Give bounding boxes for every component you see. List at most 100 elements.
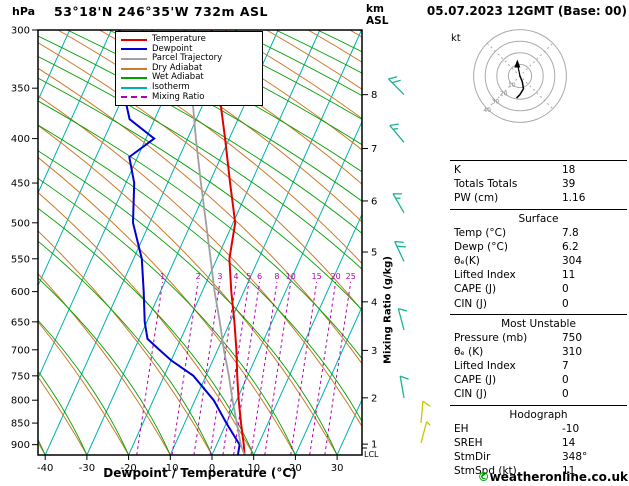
- stat-row: PW (cm) 1.16: [450, 191, 627, 205]
- legend-line-sample: [121, 57, 147, 60]
- pressure-axis-unit: hPa: [12, 5, 36, 18]
- legend-label: Dry Adiabat: [152, 62, 203, 73]
- wet-adiabat-line: [38, 177, 296, 455]
- stat-value: 0: [562, 297, 569, 310]
- pressure-tick-label: 650: [11, 317, 30, 328]
- mixing-ratio-line: [309, 281, 337, 455]
- wind-barb-staff: [389, 125, 405, 143]
- dry-adiabat-line: [38, 191, 255, 455]
- altitude-axis-unit-asl: ASL: [366, 15, 389, 27]
- lcl-label: LCL: [364, 450, 379, 459]
- wind-barb-staff: [397, 308, 405, 331]
- pressure-tick-label: 550: [11, 254, 30, 265]
- stat-row: SREH 14: [450, 436, 627, 450]
- isotherm-line: [294, 305, 362, 455]
- pressure-tick-label: 750: [11, 371, 30, 382]
- dry-adiabat-line: [38, 124, 338, 455]
- dry-adiabat-line: [224, 30, 362, 119]
- stat-value: 6.2: [562, 240, 579, 253]
- pressure-tick-label: 400: [11, 134, 30, 145]
- mixing-ratio-line: [193, 281, 221, 455]
- hodograph-ring-label: 30: [492, 99, 500, 106]
- dry-adiabat-line: [182, 30, 362, 151]
- temperature-tick-label: -10: [162, 463, 178, 474]
- pressure-tick-label: 700: [11, 345, 30, 356]
- stat-label: SREH: [454, 436, 483, 449]
- legend-item: Dry Adiabat: [121, 62, 257, 74]
- hodograph-trace: [515, 75, 525, 99]
- mixing-ratio-line: [136, 281, 164, 455]
- stat-row: Dewp (°C) 6.2: [450, 240, 627, 254]
- temperature-tick-label: -40: [37, 463, 53, 474]
- isotherm-line: [253, 213, 362, 455]
- wet-adiabat-line: [38, 370, 88, 455]
- mixing-ratio-line: [290, 281, 318, 455]
- dry-adiabat-line: [38, 230, 213, 455]
- indices-panel: K 18 Totals Totals 39 PW (cm) 1.16 Surface Temp…: [450, 160, 627, 481]
- stat-value: 0: [562, 283, 569, 296]
- mixing-ratio-value-label: 1: [160, 272, 165, 281]
- legend-item: Parcel Trajectory: [121, 54, 257, 64]
- dry-adiabat-line: [38, 156, 296, 455]
- stat-label: Lifted Index: [454, 269, 516, 282]
- copyright-text: weatheronline.co.uk: [489, 470, 628, 484]
- wet-adiabat-line: [38, 124, 362, 423]
- temperature-tick-label: -30: [79, 463, 95, 474]
- stat-label: EH: [454, 422, 469, 435]
- pressure-tick-label: 600: [11, 287, 30, 298]
- legend-item: Dewpoint: [121, 44, 257, 55]
- stat-label: CIN (J): [454, 297, 487, 310]
- legend-line-sample: [121, 86, 147, 89]
- stat-label: StmDir: [454, 451, 491, 463]
- mixing-ratio-value-label: 10: [286, 272, 296, 281]
- dry-adiabat-line: [38, 42, 362, 312]
- stat-value: 11: [562, 465, 576, 478]
- wet-adiabat-line: [233, 30, 362, 97]
- stat-value: 7.8: [562, 226, 579, 239]
- stat-label: θₑ (K): [454, 345, 484, 358]
- mixing-ratio-value-label: 15: [312, 272, 322, 281]
- copyright: ©weatheronline.co.uk: [478, 470, 628, 484]
- pressure-tick-label: 800: [11, 396, 30, 407]
- wind-barb-feather: [389, 123, 399, 127]
- stat-row: θₑ (K) 310: [450, 345, 627, 359]
- mixing-ratio-line: [171, 281, 199, 455]
- km-tick-label: 3: [371, 346, 377, 357]
- hodograph-ring: [507, 63, 533, 89]
- stat-row: StmSpd (kt) 11: [450, 464, 627, 478]
- parcel-trajectory-curve: [185, 29, 246, 456]
- stat-row: K 18: [450, 163, 627, 177]
- legend-line-sample: [121, 77, 147, 80]
- temperature-axis-label: Dewpoint / Temperature (°C): [103, 466, 297, 480]
- legend-label: Isotherm: [152, 81, 190, 92]
- dry-adiabat-line: [266, 30, 362, 90]
- pressure-tick-label: 450: [11, 179, 30, 190]
- hodograph-unit-label: kt: [451, 33, 461, 44]
- mixing-ratio-value-label: 6: [257, 272, 262, 281]
- wind-barb-feather: [394, 240, 404, 244]
- stat-value: 7: [562, 360, 569, 373]
- temperature-curve: [210, 29, 246, 456]
- stat-label: Temp (°C): [454, 226, 507, 239]
- stat-row: StmDir 348°: [450, 450, 627, 464]
- station-title: 53°18'N 246°35'W 732m ASL: [54, 4, 268, 19]
- stat-row: EH -10: [450, 422, 627, 436]
- copyright-symbol: ©: [477, 470, 490, 484]
- mixing-ratio-line: [233, 281, 261, 455]
- indices-section: Surface Temp (°C) 7.8 Dewp (°C) 6.2 θₑ(K) 304 L…: [450, 208, 627, 314]
- dry-adiabat-line: [38, 273, 171, 455]
- stat-row: Temp (°C) 7.8: [450, 226, 627, 240]
- legend-box: Temperature Dewpoint Parcel Trajectory Dry …: [115, 31, 263, 107]
- stat-label: CIN (J): [454, 388, 487, 401]
- pressure-tick-label: 900: [11, 440, 30, 451]
- legend-line-sample: [121, 67, 147, 70]
- temperature-tick-label: 30: [331, 463, 344, 474]
- indices-section: Most Unstable Pressure (mb) 750 θₑ (K) 310 Li…: [450, 313, 627, 405]
- wind-barb-feather: [399, 375, 409, 380]
- dry-adiabat-line: [38, 376, 88, 455]
- legend-label: Wet Adiabat: [152, 72, 204, 83]
- wet-adiabat-line: [38, 207, 255, 455]
- isotherm-line: [211, 120, 362, 455]
- wind-barb-staff: [420, 401, 424, 424]
- wind-barb-half-feather: [392, 127, 399, 130]
